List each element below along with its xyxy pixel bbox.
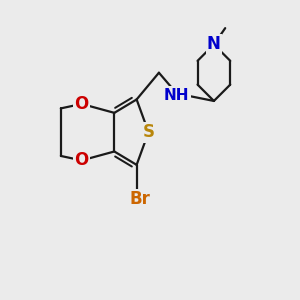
Text: NH: NH	[164, 88, 190, 103]
Text: S: S	[142, 123, 154, 141]
Text: N: N	[207, 35, 221, 53]
Text: O: O	[74, 152, 89, 169]
Text: Br: Br	[129, 190, 150, 208]
Text: O: O	[74, 95, 89, 113]
